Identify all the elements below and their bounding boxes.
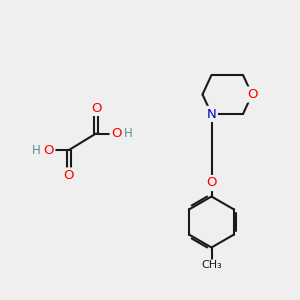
- Text: O: O: [206, 176, 217, 190]
- Text: H: H: [32, 143, 41, 157]
- Text: O: O: [43, 143, 54, 157]
- Text: O: O: [91, 101, 101, 115]
- Text: N: N: [207, 107, 216, 121]
- Text: H: H: [124, 127, 133, 140]
- Text: O: O: [64, 169, 74, 182]
- Text: CH₃: CH₃: [201, 260, 222, 270]
- Text: O: O: [247, 88, 257, 101]
- Text: O: O: [111, 127, 122, 140]
